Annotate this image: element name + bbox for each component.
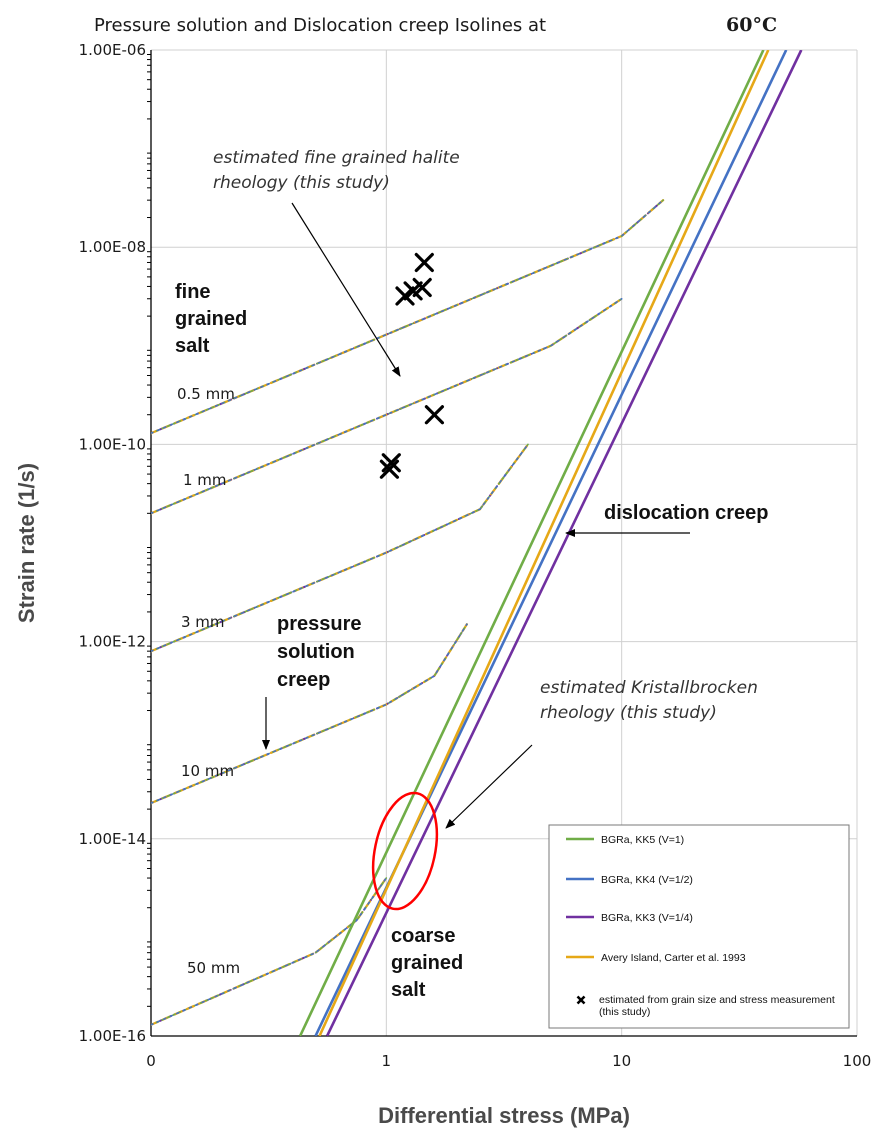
y-tick-label: 1.00E-12: [79, 633, 146, 651]
grain-size-label-3mm: 3 mm: [181, 613, 225, 631]
isoline-0-trace-3: [151, 199, 664, 435]
annotation-pressure-3: creep: [277, 669, 330, 691]
annotation-pressure-1: pressure: [277, 613, 362, 635]
pressure-solution-isolines: [151, 199, 665, 1026]
legend-label-avery: Avery Island, Carter et al. 1993: [601, 952, 746, 964]
isoline-4-trace-1: [151, 876, 388, 1026]
annotation-fine-1: fine: [175, 281, 211, 303]
measurement-marker: [412, 277, 432, 298]
grain-size-label-1mm: 1 mm: [183, 471, 227, 489]
grain-size-label-50mm: 50 mm: [187, 959, 240, 977]
marker-stroke: [395, 286, 415, 306]
legend: BGRa, KK5 (V=1) BGRa, KK4 (V=1/2) BGRa, …: [548, 824, 850, 1029]
marker-stroke: [412, 277, 432, 298]
grid: [147, 49, 858, 1037]
annotation-pressure-2: solution: [277, 641, 355, 663]
x-tick-label: 1: [382, 1052, 392, 1070]
annotation-dislocation-creep: dislocation creep: [604, 502, 769, 524]
annotation-coarse-2: grained: [391, 952, 463, 974]
annotation-fine-halite-1: estimated fine grained halite: [213, 148, 460, 168]
y-tick-label: 1.00E-16: [79, 1027, 146, 1045]
isoline-4-trace-0: [151, 877, 388, 1026]
measurement-marker: [381, 453, 401, 473]
isoline-3-trace-3: [151, 623, 468, 804]
measurement-marker: [395, 286, 415, 306]
marker-stroke: [414, 252, 434, 273]
isoline-4-trace-3: [151, 877, 388, 1026]
y-tick-label: 1.00E-08: [79, 238, 146, 256]
arrow-kristallbrocken: [445, 744, 533, 829]
dislocation-creep-series: [298, 50, 803, 1036]
series-line-3: [318, 50, 770, 1036]
annotation-kristallbrocken-1: estimated Kristallbrocken: [540, 678, 758, 698]
annotation-fine-halite-2: rheology (this study): [213, 173, 390, 193]
annotation-kristallbrocken-2: rheology (this study): [540, 703, 717, 723]
legend-label-kk5: BGRa, KK5 (V=1): [601, 834, 684, 846]
y-tick-label: 1.00E-10: [79, 435, 146, 453]
annotation-fine-2: grained: [175, 308, 247, 330]
grain-size-label-10mm: 10 mm: [181, 762, 234, 780]
y-tick-label: 1.00E-14: [79, 830, 146, 848]
series-line-2: [325, 50, 803, 1036]
measurement-marker: [424, 405, 444, 425]
legend-box: [548, 824, 850, 1029]
grain-size-label-0-5mm: 0.5 mm: [177, 385, 235, 403]
y-tick-label: 1.00E-06: [79, 41, 146, 59]
arrow-fine-halite: [291, 202, 401, 377]
legend-item-kk4: BGRa, KK4 (V=1/2): [566, 874, 693, 886]
legend-item-measurement: estimated from grain size and stress mea…: [576, 994, 835, 1018]
marker-stroke: [379, 459, 399, 479]
x-tick-label: 10: [612, 1052, 631, 1070]
isoline-2-trace-3: [151, 443, 529, 653]
annotation-fine-3: salt: [175, 335, 210, 357]
x-tick-label: 100: [843, 1052, 872, 1070]
chart-title-temperature: 60°C: [726, 14, 777, 36]
legend-item-kk3: BGRa, KK3 (V=1/4): [566, 912, 693, 924]
measurement-markers: [379, 252, 444, 479]
measurement-marker: [414, 252, 434, 273]
legend-swatch-cross: [576, 995, 586, 1005]
isoline-4-trace-2: [151, 877, 388, 1026]
isoline-0-trace-1: [151, 199, 665, 435]
x-tick-label: 0: [146, 1052, 156, 1070]
x-axis-label: Differential stress (MPa): [378, 1103, 630, 1128]
chart-title: Pressure solution and Dislocation creep …: [94, 15, 546, 36]
legend-item-kk5: BGRa, KK5 (V=1): [566, 834, 684, 846]
marker-stroke: [381, 453, 401, 473]
series-line-0: [298, 50, 765, 1036]
legend-label-measurement: estimated from grain size and stress mea…: [599, 994, 835, 1018]
highlight-ellipse: [371, 791, 439, 911]
measurement-marker: [379, 459, 399, 479]
y-axis-label: Strain rate (1/s): [14, 463, 39, 623]
legend-label-kk4: BGRa, KK4 (V=1/2): [601, 874, 693, 886]
annotation-coarse-3: salt: [391, 979, 426, 1001]
annotation-coarse-1: coarse: [391, 925, 456, 947]
marker-stroke: [424, 405, 444, 425]
legend-label-kk3: BGRa, KK3 (V=1/4): [601, 912, 693, 924]
tick-labels: 0 1 10 100 1.00E-16 1.00E-14 1.00E-12 1.00E-10 1…: [79, 41, 872, 1070]
legend-item-avery: Avery Island, Carter et al. 1993: [566, 952, 746, 964]
isoline-1-trace-3: [151, 297, 623, 515]
